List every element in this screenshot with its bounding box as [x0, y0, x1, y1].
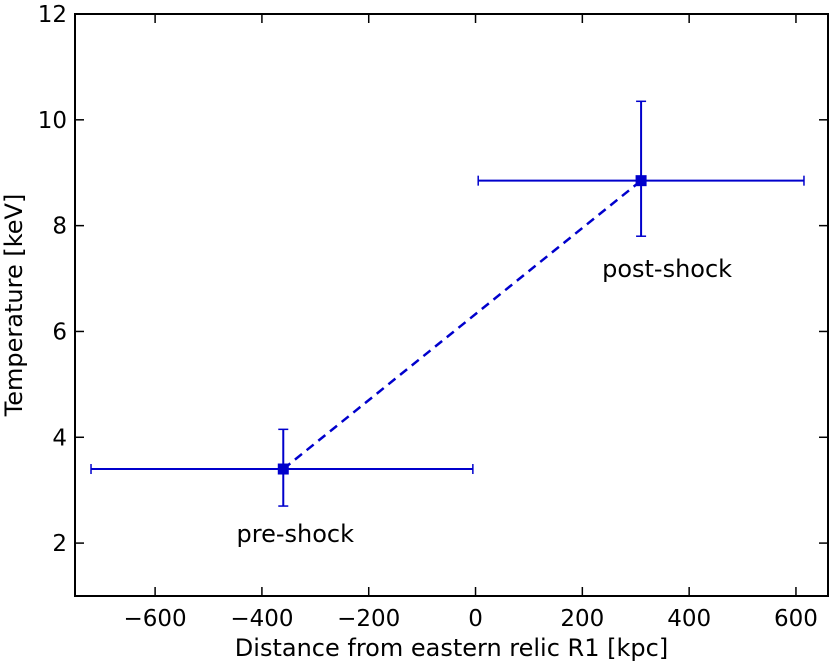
- x-tick-label: −600: [124, 606, 187, 632]
- axis-ticks: −600 −400 −200 0 200 400 600 2 4 6 8 10 12: [38, 2, 828, 632]
- y-tick-label: 2: [52, 531, 67, 557]
- data-point: [635, 175, 647, 187]
- y-tick-label: 10: [38, 108, 67, 134]
- x-axis-label: Distance from eastern relic R1 [kpc]: [235, 634, 668, 662]
- y-axis-label: Temperature [keV]: [0, 194, 28, 418]
- x-tick-label: −200: [337, 606, 400, 632]
- plot-area: pre-shock post-shock: [90, 100, 805, 548]
- y-tick-label: 12: [38, 2, 67, 28]
- y-tick-label: 4: [52, 425, 67, 451]
- x-tick-label: 600: [774, 606, 818, 632]
- y-tick-label: 8: [52, 214, 67, 240]
- point-annotation: pre-shock: [237, 520, 355, 548]
- plot-frame: [74, 13, 829, 597]
- dashed-connector-line: [282, 179, 642, 470]
- x-tick-label: 400: [667, 606, 711, 632]
- point-annotation: post-shock: [602, 255, 732, 283]
- y-tick-label: 6: [52, 319, 67, 345]
- x-tick-label: −400: [230, 606, 293, 632]
- x-tick-label: 200: [560, 606, 604, 632]
- data-point: [277, 463, 289, 475]
- x-tick-label: 0: [468, 606, 483, 632]
